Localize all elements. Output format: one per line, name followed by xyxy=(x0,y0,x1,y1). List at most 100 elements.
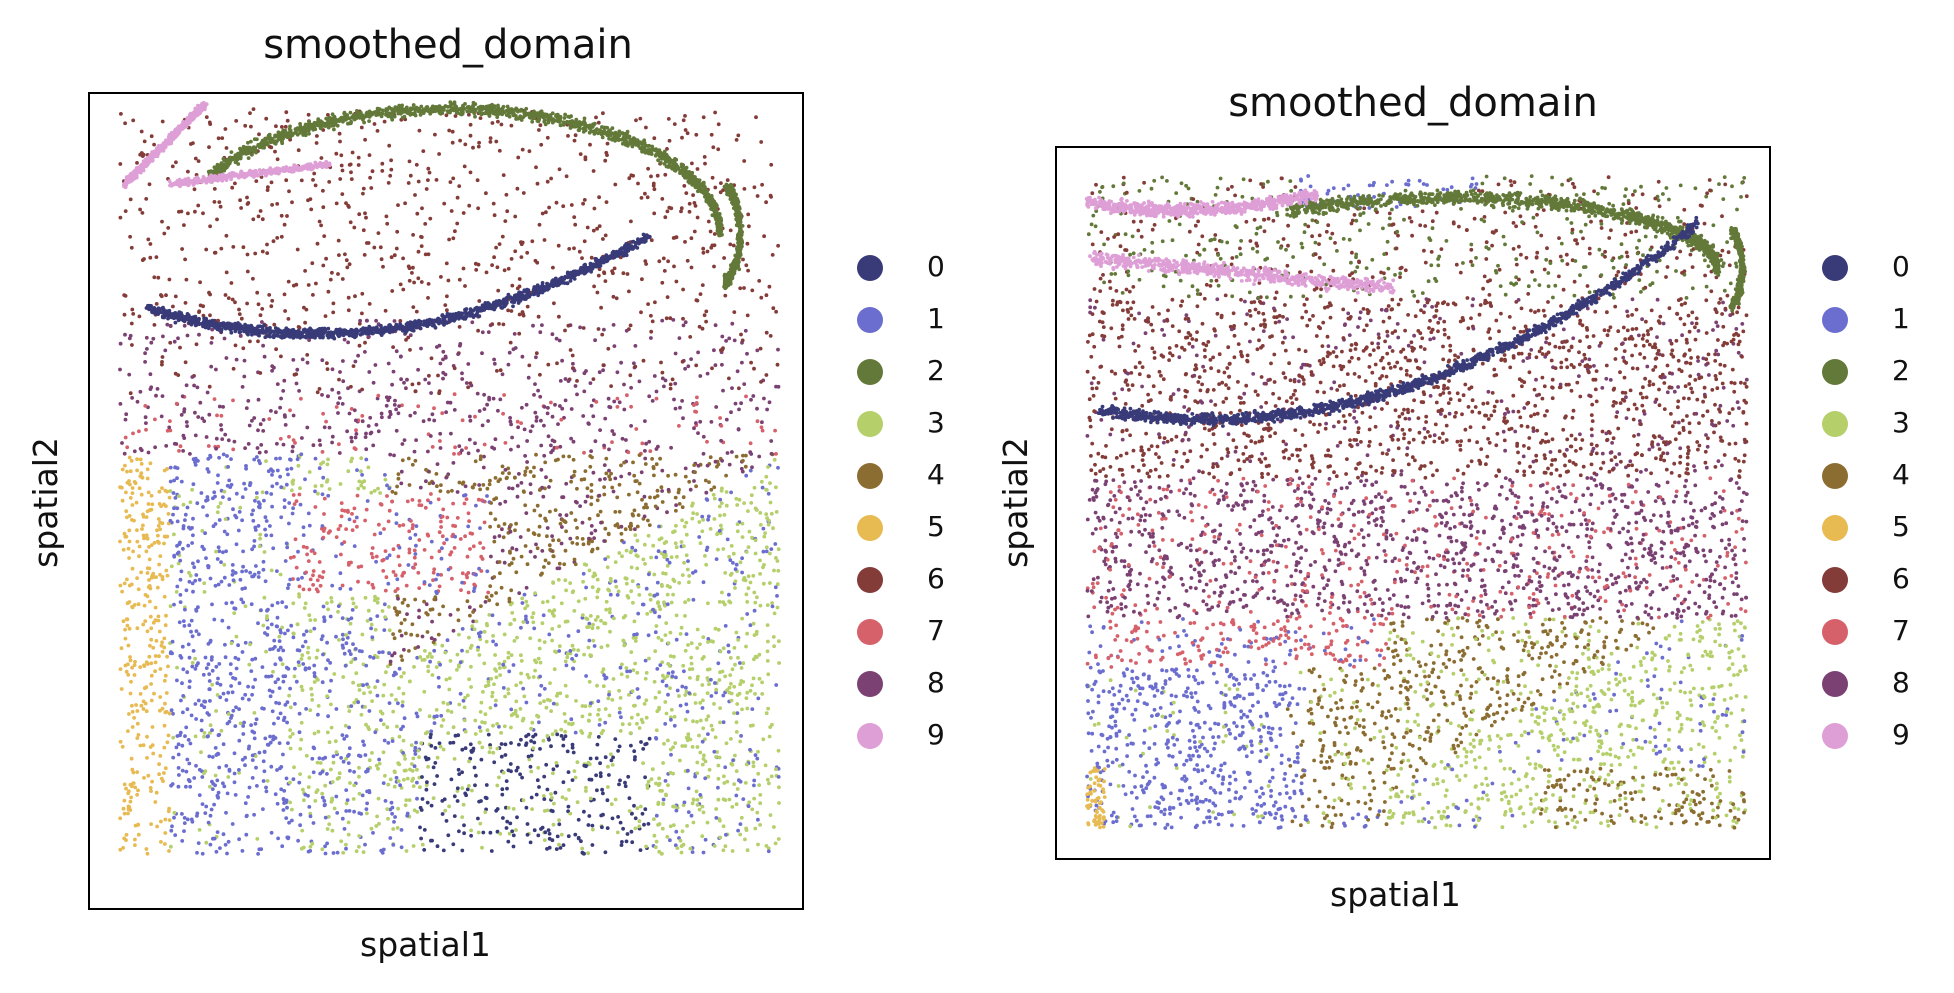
cell-point xyxy=(656,601,660,605)
cell-point xyxy=(473,459,478,464)
cell-point xyxy=(170,164,175,169)
cell-point xyxy=(660,318,665,323)
cell-point xyxy=(183,607,187,612)
cell-point xyxy=(636,611,641,616)
cell-point xyxy=(391,843,396,847)
cell-point xyxy=(483,810,488,814)
cell-point xyxy=(391,632,395,636)
cell-point xyxy=(599,645,604,650)
cell-point xyxy=(149,673,154,678)
cell-point xyxy=(683,744,688,748)
cell-point xyxy=(341,379,346,384)
cell-point xyxy=(430,607,435,612)
cell-point xyxy=(656,549,661,554)
cell-point xyxy=(549,709,553,713)
cell-point xyxy=(357,811,362,815)
cell-point xyxy=(410,762,414,766)
cell-point xyxy=(749,360,753,365)
cell-point xyxy=(288,577,293,582)
cell-point xyxy=(768,581,772,585)
cell-point xyxy=(494,245,498,250)
cell-point xyxy=(711,639,715,644)
cell-point xyxy=(427,583,432,587)
cell-point xyxy=(545,526,550,530)
cell-point xyxy=(190,819,195,824)
cell-point xyxy=(119,687,124,691)
cell-point xyxy=(269,180,274,185)
cell-point xyxy=(653,630,658,635)
cell-point xyxy=(702,313,707,318)
cell-point xyxy=(207,412,212,417)
cell-point xyxy=(312,674,317,679)
cell-point xyxy=(770,253,775,257)
cell-point xyxy=(683,466,688,471)
cell-point xyxy=(263,515,268,520)
cell-point xyxy=(171,711,175,716)
cell-point xyxy=(123,435,128,440)
cell-point xyxy=(138,207,142,212)
cell-point xyxy=(349,170,353,175)
cell-point xyxy=(255,455,259,459)
cell-point xyxy=(421,149,426,153)
cell-point xyxy=(188,452,192,456)
cell-point xyxy=(424,783,429,787)
cell-point xyxy=(435,462,440,466)
cell-point xyxy=(633,527,637,532)
cell-point xyxy=(595,742,600,747)
cell-point xyxy=(307,666,312,671)
cell-point xyxy=(663,633,668,637)
cell-point xyxy=(656,783,661,787)
cell-point xyxy=(575,800,580,805)
cell-point xyxy=(472,482,477,487)
cell-point xyxy=(195,811,200,816)
cell-point xyxy=(283,631,287,636)
cell-point xyxy=(519,421,523,425)
cell-point xyxy=(455,221,460,226)
cell-point xyxy=(511,712,516,716)
cell-point xyxy=(519,671,523,676)
cell-point xyxy=(534,355,538,360)
cell-point xyxy=(537,646,542,651)
cell-point xyxy=(330,440,334,445)
cell-point xyxy=(724,741,729,746)
cell-point xyxy=(617,710,622,715)
cell-point xyxy=(170,824,174,829)
cell-point xyxy=(322,803,327,808)
cell-point xyxy=(535,181,540,186)
cell-point xyxy=(765,623,770,627)
cell-point xyxy=(302,305,306,310)
cell-point xyxy=(632,749,637,754)
cell-point xyxy=(286,586,290,590)
cell-point xyxy=(288,728,292,732)
cell-point xyxy=(764,474,769,479)
cell-point xyxy=(571,589,576,594)
cell-point xyxy=(474,572,478,577)
cell-point xyxy=(329,725,334,730)
cell-point xyxy=(760,692,765,696)
cell-point xyxy=(629,715,634,720)
cell-point xyxy=(525,304,530,309)
cell-point xyxy=(530,807,534,811)
cell-point xyxy=(645,612,650,616)
cell-point xyxy=(439,275,443,279)
cell-point xyxy=(349,616,354,621)
cell-point xyxy=(248,339,252,344)
cell-point xyxy=(152,275,157,280)
cell-point xyxy=(297,594,302,599)
cell-point xyxy=(118,215,123,220)
cell-point xyxy=(672,264,676,269)
cell-point xyxy=(557,649,562,653)
cell-point xyxy=(193,734,198,739)
cell-point xyxy=(149,626,154,631)
cell-point xyxy=(751,764,756,769)
cell-point xyxy=(315,760,320,765)
cell-point xyxy=(602,463,607,467)
cell-point xyxy=(315,134,319,138)
cell-point xyxy=(261,779,266,783)
cell-point xyxy=(253,721,258,726)
cell-point xyxy=(261,759,266,764)
cell-point xyxy=(306,559,311,563)
cell-point xyxy=(367,334,371,339)
cell-point xyxy=(184,725,189,730)
cell-point xyxy=(460,815,465,819)
